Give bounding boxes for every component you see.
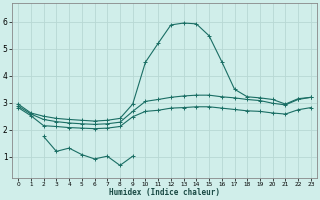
X-axis label: Humidex (Indice chaleur): Humidex (Indice chaleur) bbox=[109, 188, 220, 197]
